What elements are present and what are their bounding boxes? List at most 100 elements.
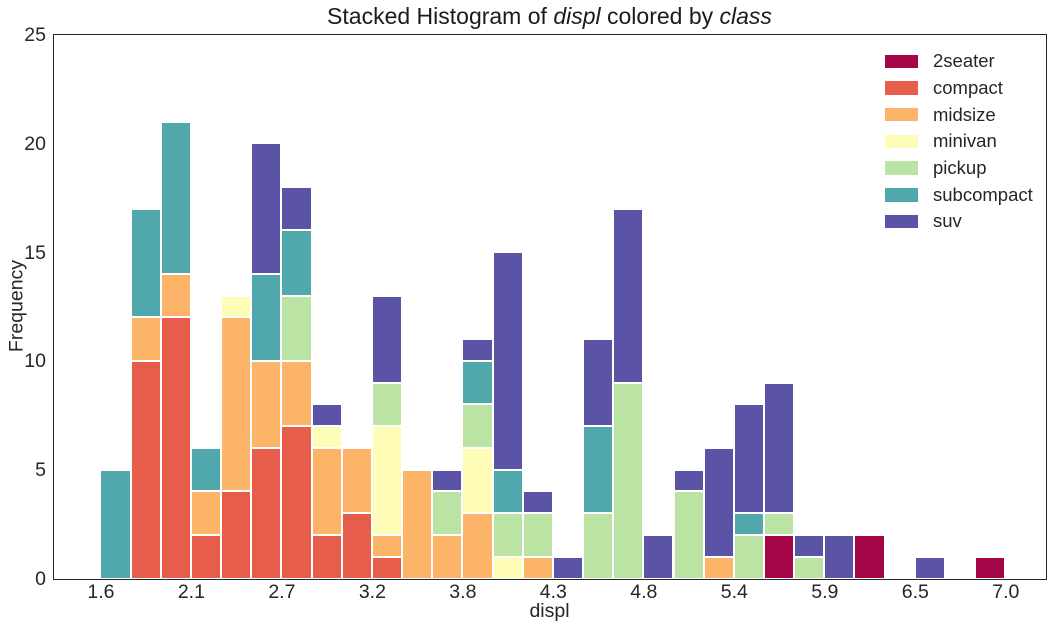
bar-segment-compact	[221, 491, 252, 579]
bar-segment-suv	[763, 382, 795, 514]
bar-segment-midsize	[190, 491, 222, 535]
legend-label: midsize	[933, 103, 996, 125]
x-tick-label: 5.9	[811, 581, 839, 603]
bar-segment-suv	[492, 252, 523, 470]
bar-segment-compact	[251, 447, 282, 579]
bar-segment-midsize	[522, 556, 553, 579]
bar-segment-minivan	[462, 447, 493, 514]
bar-segment-suv	[311, 404, 342, 427]
bar-segment-midsize	[432, 534, 463, 579]
bar-segment-subcompact	[190, 447, 222, 492]
bar-segment-compact	[371, 556, 403, 579]
legend-label: subcompact	[933, 183, 1033, 205]
y-tick-label: 15	[24, 241, 46, 264]
legend-label: 2seater	[933, 50, 995, 72]
legend-label: minivan	[933, 130, 997, 152]
bar-segment-suv	[643, 534, 674, 579]
x-tick-label: 3.2	[358, 581, 386, 603]
bar-segment-suv	[462, 339, 493, 361]
bar-segment-suv	[281, 186, 312, 231]
bar-segment-2seater	[975, 556, 1006, 579]
bar-segment-compact	[341, 513, 372, 579]
bar-segment-suv	[583, 339, 614, 427]
bar-segment-pickup	[432, 491, 463, 535]
title-var-class: class	[719, 3, 772, 29]
title-var-displ: displ	[553, 3, 601, 29]
y-tick-label: 20	[24, 132, 46, 155]
bar-segment-compact	[190, 534, 222, 579]
x-tick-label: 7.0	[992, 581, 1020, 603]
bar-segment-subcompact	[492, 469, 523, 514]
bar-segment-2seater	[854, 534, 885, 579]
y-tick-label: 5	[35, 459, 46, 482]
bar-segment-minivan	[311, 426, 342, 448]
chart-title: Stacked Histogram of displ colored by cl…	[54, 1, 1045, 31]
bar-segment-suv	[371, 295, 403, 383]
bar-segment-subcompact	[130, 208, 161, 318]
bar-segment-pickup	[583, 513, 614, 579]
legend-item-compact: compact	[885, 75, 1033, 102]
bar-segment-minivan	[492, 556, 523, 579]
bar-segment-pickup	[763, 513, 795, 535]
legend-item-2seater: 2seater	[885, 48, 1033, 75]
legend-label: compact	[933, 77, 1003, 99]
x-tick-label: 1.6	[87, 581, 115, 603]
bar-segment-pickup	[522, 513, 553, 557]
bar-segment-suv	[522, 491, 553, 514]
bar-segment-midsize	[371, 535, 403, 557]
bar-segment-suv	[703, 447, 734, 557]
bar-segment-pickup	[371, 382, 403, 427]
bar-segment-pickup	[281, 295, 312, 361]
bar-segment-midsize	[462, 513, 493, 579]
bar-segment-2seater	[763, 534, 795, 579]
bar-segment-minivan	[371, 426, 403, 535]
bar-segment-midsize	[281, 360, 312, 427]
bar-segment-minivan	[221, 295, 252, 318]
bar-segment-pickup	[462, 404, 493, 448]
bar-segment-midsize	[402, 469, 433, 579]
bar-segment-pickup	[733, 534, 764, 579]
bar-segment-midsize	[703, 556, 734, 579]
bar-segment-suv	[251, 143, 282, 274]
bar-segment-pickup	[794, 556, 825, 579]
bar-segment-midsize	[160, 273, 191, 318]
bar-segment-subcompact	[251, 273, 282, 361]
bars-container	[54, 35, 1046, 579]
legend-swatch-2seater	[885, 54, 918, 69]
bar-segment-compact	[281, 426, 312, 579]
bar-segment-suv	[914, 556, 945, 579]
x-tick-label: 6.5	[901, 581, 929, 603]
bar-segment-midsize	[130, 317, 161, 361]
legend-swatch-minivan	[885, 134, 918, 149]
bar-segment-subcompact	[583, 426, 614, 514]
legend-item-midsize: midsize	[885, 101, 1033, 128]
bar-segment-subcompact	[160, 121, 191, 274]
legend-swatch-pickup	[885, 161, 918, 175]
bar-segment-midsize	[221, 317, 252, 492]
legend: 2seater compact midsize minivan pickup subcom…	[885, 48, 1033, 235]
x-tick-label: 2.7	[268, 581, 296, 603]
bar-segment-midsize	[311, 447, 342, 535]
bar-segment-subcompact	[100, 469, 131, 579]
legend-label: pickup	[933, 157, 987, 179]
legend-swatch-midsize	[885, 107, 918, 122]
legend-swatch-compact	[885, 81, 918, 95]
plot-area	[52, 33, 1047, 580]
legend-swatch-suv	[885, 214, 918, 229]
legend-item-suv: suv	[885, 208, 1033, 235]
legend-label: suv	[933, 210, 962, 232]
bar-segment-subcompact	[462, 360, 493, 405]
x-tick-label: 4.8	[630, 581, 658, 603]
bar-segment-midsize	[341, 447, 372, 514]
bar-segment-suv	[673, 469, 704, 492]
bar-segment-compact	[160, 317, 191, 579]
bar-segment-pickup	[613, 382, 644, 579]
x-tick-label: 4.3	[539, 581, 567, 603]
bar-segment-subcompact	[733, 513, 764, 535]
legend-item-subcompact: subcompact	[885, 181, 1033, 208]
y-tick-label: 25	[24, 24, 46, 46]
legend-item-minivan: minivan	[885, 128, 1033, 155]
legend-swatch-subcompact	[885, 188, 918, 202]
legend-item-pickup: pickup	[885, 155, 1033, 182]
